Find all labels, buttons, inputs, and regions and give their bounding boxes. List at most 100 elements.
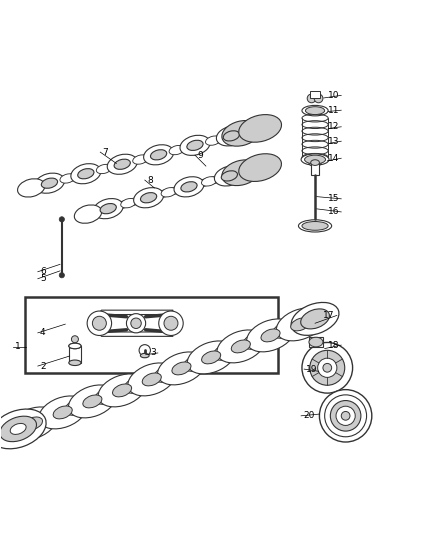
Ellipse shape	[65, 399, 90, 415]
Text: 20: 20	[303, 411, 314, 421]
Ellipse shape	[113, 384, 132, 397]
Ellipse shape	[301, 154, 329, 165]
Circle shape	[164, 316, 178, 330]
Ellipse shape	[141, 192, 157, 203]
Ellipse shape	[180, 135, 210, 156]
Ellipse shape	[114, 159, 131, 169]
Text: 18: 18	[328, 341, 339, 350]
Text: 15: 15	[328, 195, 339, 203]
Ellipse shape	[39, 396, 87, 429]
Ellipse shape	[298, 220, 332, 232]
Text: 10: 10	[328, 91, 339, 100]
Ellipse shape	[291, 302, 339, 335]
Ellipse shape	[134, 188, 163, 208]
Ellipse shape	[169, 146, 184, 155]
Ellipse shape	[78, 168, 94, 179]
Text: 11: 11	[328, 106, 339, 115]
Text: 1: 1	[15, 342, 21, 351]
Ellipse shape	[124, 376, 150, 393]
Ellipse shape	[223, 131, 240, 141]
Ellipse shape	[309, 159, 321, 166]
Circle shape	[318, 358, 337, 377]
Ellipse shape	[133, 155, 148, 164]
Ellipse shape	[213, 343, 239, 360]
Ellipse shape	[304, 155, 325, 164]
Ellipse shape	[301, 309, 329, 329]
Ellipse shape	[0, 416, 36, 442]
Ellipse shape	[215, 166, 244, 186]
Circle shape	[159, 311, 183, 335]
Circle shape	[336, 406, 355, 425]
Ellipse shape	[35, 409, 60, 426]
Ellipse shape	[291, 318, 310, 331]
Ellipse shape	[247, 319, 294, 352]
Circle shape	[302, 343, 353, 393]
Ellipse shape	[172, 362, 191, 375]
Circle shape	[341, 411, 350, 420]
Ellipse shape	[128, 363, 176, 396]
Ellipse shape	[74, 205, 102, 223]
Ellipse shape	[53, 406, 72, 419]
Ellipse shape	[141, 353, 149, 358]
Circle shape	[71, 336, 78, 343]
Circle shape	[92, 316, 106, 330]
Circle shape	[310, 350, 345, 385]
Ellipse shape	[222, 160, 260, 185]
Ellipse shape	[201, 176, 217, 186]
Ellipse shape	[69, 343, 81, 349]
Ellipse shape	[93, 199, 123, 219]
Bar	[25, 297, 278, 374]
Bar	[311, 163, 319, 175]
Ellipse shape	[302, 106, 328, 116]
Text: 9: 9	[197, 151, 203, 160]
Circle shape	[307, 94, 316, 103]
Ellipse shape	[161, 188, 177, 197]
Ellipse shape	[144, 145, 173, 165]
Ellipse shape	[10, 423, 26, 434]
Ellipse shape	[305, 107, 325, 115]
Text: 5: 5	[40, 274, 46, 283]
Ellipse shape	[142, 373, 161, 386]
Ellipse shape	[158, 352, 205, 385]
Text: 2: 2	[40, 361, 46, 370]
Circle shape	[330, 400, 361, 431]
Ellipse shape	[100, 204, 117, 214]
Ellipse shape	[231, 340, 251, 353]
Ellipse shape	[121, 198, 136, 208]
Ellipse shape	[154, 366, 179, 382]
Bar	[309, 337, 323, 347]
Circle shape	[314, 94, 323, 103]
Circle shape	[319, 390, 372, 442]
Circle shape	[59, 217, 64, 222]
Ellipse shape	[239, 154, 282, 181]
Ellipse shape	[222, 120, 260, 146]
Ellipse shape	[24, 417, 42, 430]
Circle shape	[127, 313, 146, 333]
Text: 19: 19	[306, 365, 318, 374]
Text: 7: 7	[102, 148, 108, 157]
Ellipse shape	[69, 360, 81, 366]
Text: 13: 13	[328, 136, 339, 146]
Ellipse shape	[302, 222, 328, 230]
Ellipse shape	[201, 351, 221, 364]
Ellipse shape	[272, 321, 298, 338]
Text: 3: 3	[150, 349, 155, 358]
Ellipse shape	[311, 160, 319, 165]
Ellipse shape	[187, 140, 203, 150]
Ellipse shape	[0, 409, 46, 449]
Text: 12: 12	[328, 122, 339, 131]
Ellipse shape	[243, 333, 268, 349]
Polygon shape	[97, 332, 173, 336]
Text: 17: 17	[323, 311, 335, 320]
Ellipse shape	[216, 126, 246, 146]
Ellipse shape	[184, 354, 209, 372]
Ellipse shape	[35, 173, 64, 193]
Circle shape	[131, 318, 141, 328]
Circle shape	[59, 272, 64, 278]
Ellipse shape	[95, 387, 120, 405]
Ellipse shape	[174, 177, 204, 197]
Ellipse shape	[309, 337, 323, 347]
Ellipse shape	[83, 395, 102, 408]
Ellipse shape	[276, 308, 324, 341]
Bar	[310, 92, 320, 98]
